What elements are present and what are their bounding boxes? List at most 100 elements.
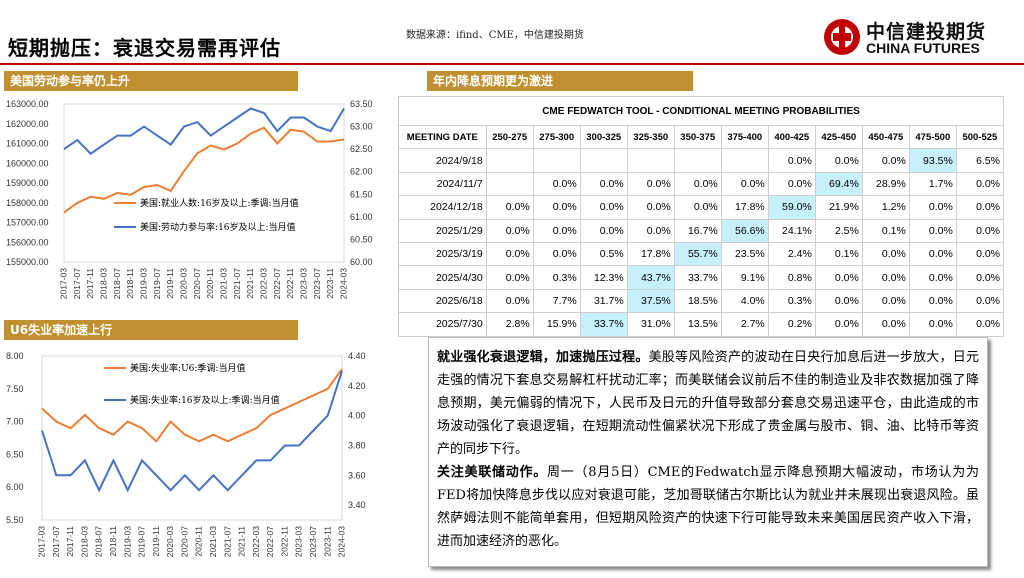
cme-probability-cell: 0.0% (814, 312, 863, 337)
x-tick-label: 2020-11 (205, 268, 215, 299)
x-tick-label: 2020-03 (165, 526, 175, 557)
y-left-tick-label: 6.50 (6, 449, 24, 459)
u6-chart: 5.50 6.00 6.50 7.00 7.50 8.00 3.40 3.60 3.80 4.00… (2, 346, 382, 578)
cme-probability-cell: 0.5% (579, 241, 628, 267)
cme-probability-cell: 0.0% (908, 218, 957, 243)
y-left-tick-label: 157000.00 (6, 218, 49, 228)
cme-probability-cell: 0.0% (814, 265, 863, 290)
cme-probability-cell: 2.7% (720, 312, 769, 337)
cme-meeting-date: 2024/11/7 (398, 171, 487, 197)
cme-probability-cell: 0.1% (861, 218, 910, 243)
x-tick-label: 2018-07 (112, 268, 122, 299)
cme-probability-cell: 2.8% (485, 312, 534, 337)
x-tick-label: 2023-11 (322, 526, 332, 557)
cme-header-cell: 500-525 (955, 124, 1005, 150)
cme-probability-cell: 0.0% (532, 218, 581, 243)
cme-header-cell: 450-475 (861, 124, 910, 150)
x-tick-label: 2019-07 (152, 268, 162, 299)
y-right-tick-label: 63.50 (350, 99, 373, 109)
cme-probability-cell: 0.1% (814, 241, 863, 267)
cme-probability-cell (673, 148, 722, 173)
cme-meeting-date: 2025/4/30 (398, 265, 487, 290)
cme-probability-cell: 0.2% (767, 312, 816, 337)
x-tick-label: 2023-07 (312, 268, 322, 299)
x-tick-label: 2021-03 (219, 268, 229, 299)
cme-probability-cell (720, 148, 769, 173)
cme-probability-cell: 37.5% (626, 288, 675, 314)
x-tick-label: 2017-11 (65, 526, 75, 557)
cme-probability-cell: 4.0% (720, 288, 769, 314)
cme-probability-cell (532, 148, 581, 173)
cme-header-cell: 300-325 (579, 124, 628, 150)
cme-probability-cell: 0.0% (673, 195, 722, 220)
cme-meeting-date: 2025/1/29 (398, 218, 487, 243)
y-left-tick-label: 163000.00 (6, 99, 49, 109)
y-left-tick-label: 155000.00 (6, 257, 49, 267)
cme-probability-cell: 0.0% (861, 265, 910, 290)
cme-probability-cell: 31.0% (626, 312, 675, 337)
cme-table-row: 2025/6/18 0.0% 7.7% 31.7% 37.5% 18.5% 4.0% 0.3%… (398, 288, 1005, 314)
y-right-tick-label: 4.00 (348, 411, 366, 421)
x-tick-label: 2023-07 (308, 526, 318, 557)
logo-name-en: CHINA FUTURES (866, 40, 980, 56)
commentary-paragraph-2: 关注美联储动作。周一（8月5日）CME的Fedwatch显示降息预期大幅波动，市… (437, 461, 979, 553)
cme-probability-cell: 0.0% (485, 288, 534, 314)
x-tick-label: 2017-03 (59, 268, 69, 299)
cme-probability-cell: 7.7% (532, 288, 581, 314)
y-left-tick-label: 7.50 (6, 384, 24, 394)
cme-header-cell: 275-300 (532, 124, 581, 150)
cme-probability-cell: 56.6% (720, 218, 769, 243)
cme-probability-cell: 0.0% (579, 195, 628, 220)
y-left-tick-label: 6.00 (6, 482, 24, 492)
cme-probability-cell (579, 148, 628, 173)
cme-probability-cell: 0.0% (955, 171, 1005, 197)
x-tick-label: 2019-11 (165, 268, 175, 299)
logo-name-cn: 中信建投期货 (866, 21, 987, 43)
cme-probability-cell: 1.2% (861, 195, 910, 220)
cme-probability-cell: 28.9% (861, 171, 910, 197)
cme-probability-cell: 15.9% (532, 312, 581, 337)
x-tick-label: 2021-07 (222, 526, 232, 557)
cme-probability-cell: 12.3% (579, 265, 628, 290)
x-tick-label: 2022-03 (259, 268, 269, 299)
commentary-heading-2: 关注美联储动作。 (437, 465, 548, 480)
x-tick-label: 2022-07 (272, 268, 282, 299)
cme-table-row: 2025/7/30 2.8% 15.9% 33.7% 31.0% 13.5% 2.7% 0.2… (398, 312, 1005, 337)
u6-chart-svg: 5.50 6.00 6.50 7.00 7.50 8.00 3.40 3.60 3.80 4.00… (6, 351, 366, 557)
commentary-heading-1: 就业强化衰退逻辑，加速抛压过程。 (437, 350, 649, 365)
cme-probability-cell: 0.0% (908, 241, 957, 267)
x-tick-label: 2024-03 (339, 268, 349, 299)
cme-probability-cell: 2.5% (814, 218, 863, 243)
series-line-left (41, 368, 343, 443)
legend-label: 美国:就业人数:16岁及以上:季调:当月值 (140, 197, 299, 209)
cme-probability-cell: 0.0% (626, 195, 675, 220)
cme-table-row: 2025/1/29 0.0% 0.0% 0.0% 0.0% 16.7% 56.6% 24.1%… (398, 218, 1005, 243)
y-right-tick-label: 63.00 (350, 122, 373, 132)
x-tick-label: 2021-11 (237, 526, 247, 557)
cme-header-cell: MEETING DATE (398, 124, 487, 150)
cme-probability-cell: 0.0% (908, 288, 957, 314)
y-right-tick-label: 4.20 (348, 381, 366, 391)
y-right-tick-label: 62.50 (350, 144, 373, 154)
cme-probability-cell: 16.7% (673, 218, 722, 243)
cme-probability-cell: 0.0% (861, 312, 910, 337)
cme-meeting-date: 2024/12/18 (398, 195, 487, 220)
cme-probability-cell: 0.0% (485, 241, 534, 267)
cme-probability-cell: 17.8% (720, 195, 769, 220)
cme-probability-cell: 0.0% (579, 171, 628, 197)
cme-probability-cell: 0.0% (673, 171, 722, 197)
cme-probability-cell: 55.7% (673, 241, 722, 267)
cme-probability-cell: 93.5% (908, 148, 957, 173)
cme-probability-cell: 0.0% (532, 241, 581, 267)
x-tick-label: 2018-03 (99, 268, 109, 299)
cme-probability-cell: 0.0% (955, 312, 1005, 337)
cme-meeting-date: 2025/7/30 (398, 312, 487, 337)
section-rate-cut-title: 年内降息预期更为激进 (427, 71, 693, 91)
y-right-tick-label: 60.50 (350, 234, 373, 244)
cme-probability-cell: 0.0% (814, 148, 863, 173)
x-tick-label: 2020-11 (194, 526, 204, 557)
section-u6-title: U6失业率加速上行 (4, 320, 298, 340)
y-left-tick-label: 162000.00 (6, 119, 49, 129)
logo-emblem-icon (824, 19, 860, 55)
x-tick-label: 2018-07 (94, 526, 104, 557)
